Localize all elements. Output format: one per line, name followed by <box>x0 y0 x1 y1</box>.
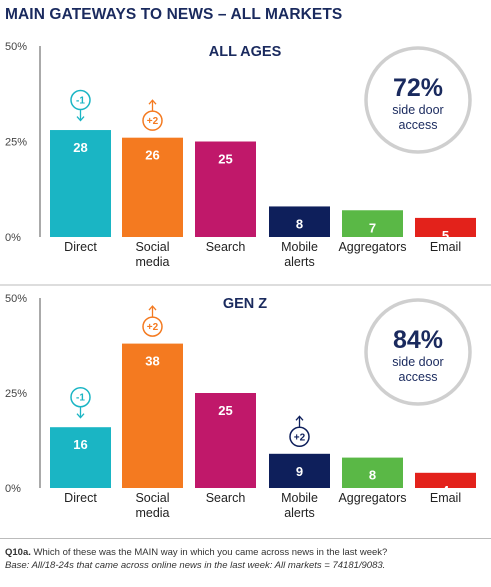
chart2-category-label-aggregators: Aggregators <box>338 491 406 505</box>
page-title: MAIN GATEWAYS TO NEWS – ALL MARKETS <box>5 6 343 23</box>
chart2-data-label-social-media: 38 <box>145 354 159 369</box>
chart2-category-label-social-media: media <box>135 506 169 520</box>
chart1-change-label-social-media: +2 <box>147 116 159 127</box>
chart2-bar-direct <box>50 427 111 488</box>
chart2-y-tick-label: 25% <box>5 388 27 400</box>
chart2-bar-mobile-alerts <box>269 453 330 488</box>
chart1-callout-line2: access <box>399 118 438 132</box>
footnote: Q10a. Which of these was the MAIN way in… <box>5 546 487 572</box>
chart1-data-label-email: 5 <box>442 228 449 243</box>
chart2-data-label-aggregators: 8 <box>369 468 376 483</box>
chart2-title: GEN Z <box>223 296 267 312</box>
chart1-y-tick-label: 0% <box>5 232 21 244</box>
chart1-change-label-direct: -1 <box>76 96 85 107</box>
chart2-change-arrowhead-social-media <box>148 305 157 311</box>
chart2-data-label-search: 25 <box>218 403 232 418</box>
charts-canvas: 0%25%50% ALL AGES28Direct26Socialmedia25S… <box>0 41 491 520</box>
chart2-callout-line1: side door <box>392 355 443 369</box>
chart1-bar-mobile-alerts <box>269 206 330 237</box>
chart1-data-label-social-media: 26 <box>145 148 159 163</box>
chart1-data-label-aggregators: 7 <box>369 220 376 235</box>
chart1-bar-social-media <box>122 137 183 237</box>
chart1-category-label-aggregators: Aggregators <box>338 240 406 254</box>
chart1-change-arrowhead-direct <box>76 116 85 122</box>
footnote-divider <box>0 538 491 539</box>
chart1-title: ALL AGES <box>209 44 282 60</box>
chart2-change-badge-mobile-alerts <box>289 426 310 448</box>
footnote-question-id: Q10a. <box>5 547 31 558</box>
chart2-bar-email <box>415 472 476 488</box>
chart2-category-label-email: Email <box>430 491 461 505</box>
chart2-data-label-mobile-alerts: 9 <box>296 464 303 479</box>
chart2-change-arrowhead-mobile-alerts <box>295 415 304 421</box>
chart2-callout-line2: access <box>399 370 438 384</box>
chart1-category-label-mobile-alerts: alerts <box>284 255 315 269</box>
chart2-category-label-mobile-alerts: Mobile <box>281 491 318 505</box>
chart1-category-label-social-media: media <box>135 255 169 269</box>
chart1-y-tick-label: 25% <box>5 137 27 149</box>
chart2-category-label-search: Search <box>206 491 246 505</box>
chart2-change-label-direct: -1 <box>76 393 85 404</box>
chart1-data-label-mobile-alerts: 8 <box>296 216 303 231</box>
chart2-change-badge-social-media <box>142 316 163 337</box>
footnote-question-text: Which of these was the MAIN way in which… <box>30 547 388 558</box>
chart2-category-label-social-media: Social <box>135 491 169 505</box>
chart2-data-label-direct: 16 <box>73 437 87 452</box>
chart2-change-label-mobile-alerts: +2 <box>294 432 306 443</box>
chart1-bar-email <box>415 217 476 237</box>
chart1-callout-value: 72% <box>393 74 443 102</box>
chart1-category-label-email: Email <box>430 240 461 254</box>
chart2-bar-aggregators <box>342 457 403 488</box>
chart2-data-label-email: 4 <box>442 483 450 498</box>
chart2-bar-social-media <box>122 343 183 488</box>
chart1-change-badge-social-media <box>142 110 163 131</box>
chart1-category-label-direct: Direct <box>64 240 97 254</box>
chart1-category-label-social-media: Social <box>135 240 169 254</box>
chart1-category-label-search: Search <box>206 240 246 254</box>
chart2-change-arrowhead-direct <box>76 413 85 419</box>
chart1-callout-ring <box>364 46 472 154</box>
chart2-category-label-direct: Direct <box>64 491 97 505</box>
chart1-bar-search <box>195 141 256 237</box>
chart1-bar-aggregators <box>342 210 403 237</box>
chart2-y-tick-label: 50% <box>5 293 27 305</box>
chart1-category-label-mobile-alerts: Mobile <box>281 240 318 254</box>
chart2-y-tick-label: 0% <box>5 483 21 495</box>
chart2-category-label-mobile-alerts: alerts <box>284 506 315 520</box>
chart1-bar-direct <box>50 130 111 237</box>
chart1-data-label-search: 25 <box>218 152 232 167</box>
chart2-callout-ring <box>364 298 472 406</box>
chart1-callout-line1: side door <box>392 103 443 117</box>
chart1-data-label-direct: 28 <box>73 140 87 155</box>
chart1-y-tick-label: 50% <box>5 41 27 53</box>
chart1-change-badge-direct <box>70 89 91 111</box>
chart1-change-arrowhead-social-media <box>148 99 157 105</box>
chart2-change-badge-direct <box>70 386 91 408</box>
chart2-callout-value: 84% <box>393 326 443 354</box>
chart2-bar-search <box>195 393 256 488</box>
chart2-change-label-social-media: +2 <box>147 322 159 333</box>
footnote-base: Base: All/18-24s that came across online… <box>5 560 386 571</box>
